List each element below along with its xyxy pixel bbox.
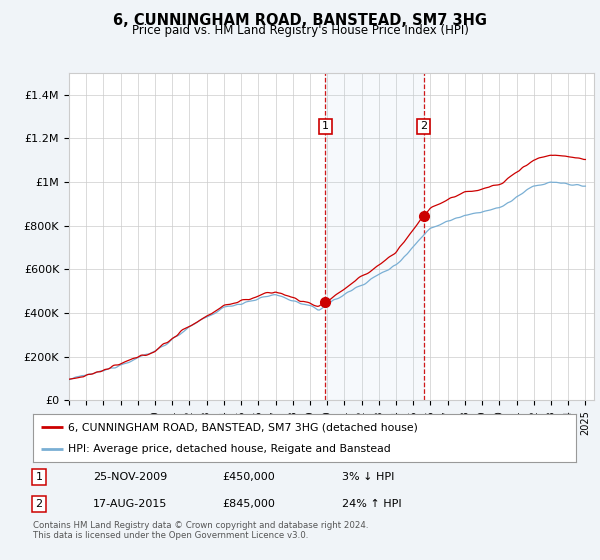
Text: Price paid vs. HM Land Registry's House Price Index (HPI): Price paid vs. HM Land Registry's House … <box>131 24 469 36</box>
Text: £845,000: £845,000 <box>222 499 275 509</box>
Bar <box>325 73 424 400</box>
Text: 2: 2 <box>420 122 427 131</box>
Text: Contains HM Land Registry data © Crown copyright and database right 2024.: Contains HM Land Registry data © Crown c… <box>33 521 368 530</box>
Text: 6, CUNNINGHAM ROAD, BANSTEAD, SM7 3HG (detached house): 6, CUNNINGHAM ROAD, BANSTEAD, SM7 3HG (d… <box>68 422 418 432</box>
Text: 17-AUG-2015: 17-AUG-2015 <box>93 499 167 509</box>
Text: 1: 1 <box>35 472 43 482</box>
Text: £450,000: £450,000 <box>222 472 275 482</box>
Text: 1: 1 <box>322 122 329 131</box>
Text: This data is licensed under the Open Government Licence v3.0.: This data is licensed under the Open Gov… <box>33 531 308 540</box>
Text: 2: 2 <box>35 499 43 509</box>
Text: 25-NOV-2009: 25-NOV-2009 <box>93 472 167 482</box>
Text: 3% ↓ HPI: 3% ↓ HPI <box>342 472 394 482</box>
Text: 24% ↑ HPI: 24% ↑ HPI <box>342 499 401 509</box>
Text: 6, CUNNINGHAM ROAD, BANSTEAD, SM7 3HG: 6, CUNNINGHAM ROAD, BANSTEAD, SM7 3HG <box>113 13 487 28</box>
Text: HPI: Average price, detached house, Reigate and Banstead: HPI: Average price, detached house, Reig… <box>68 444 391 454</box>
